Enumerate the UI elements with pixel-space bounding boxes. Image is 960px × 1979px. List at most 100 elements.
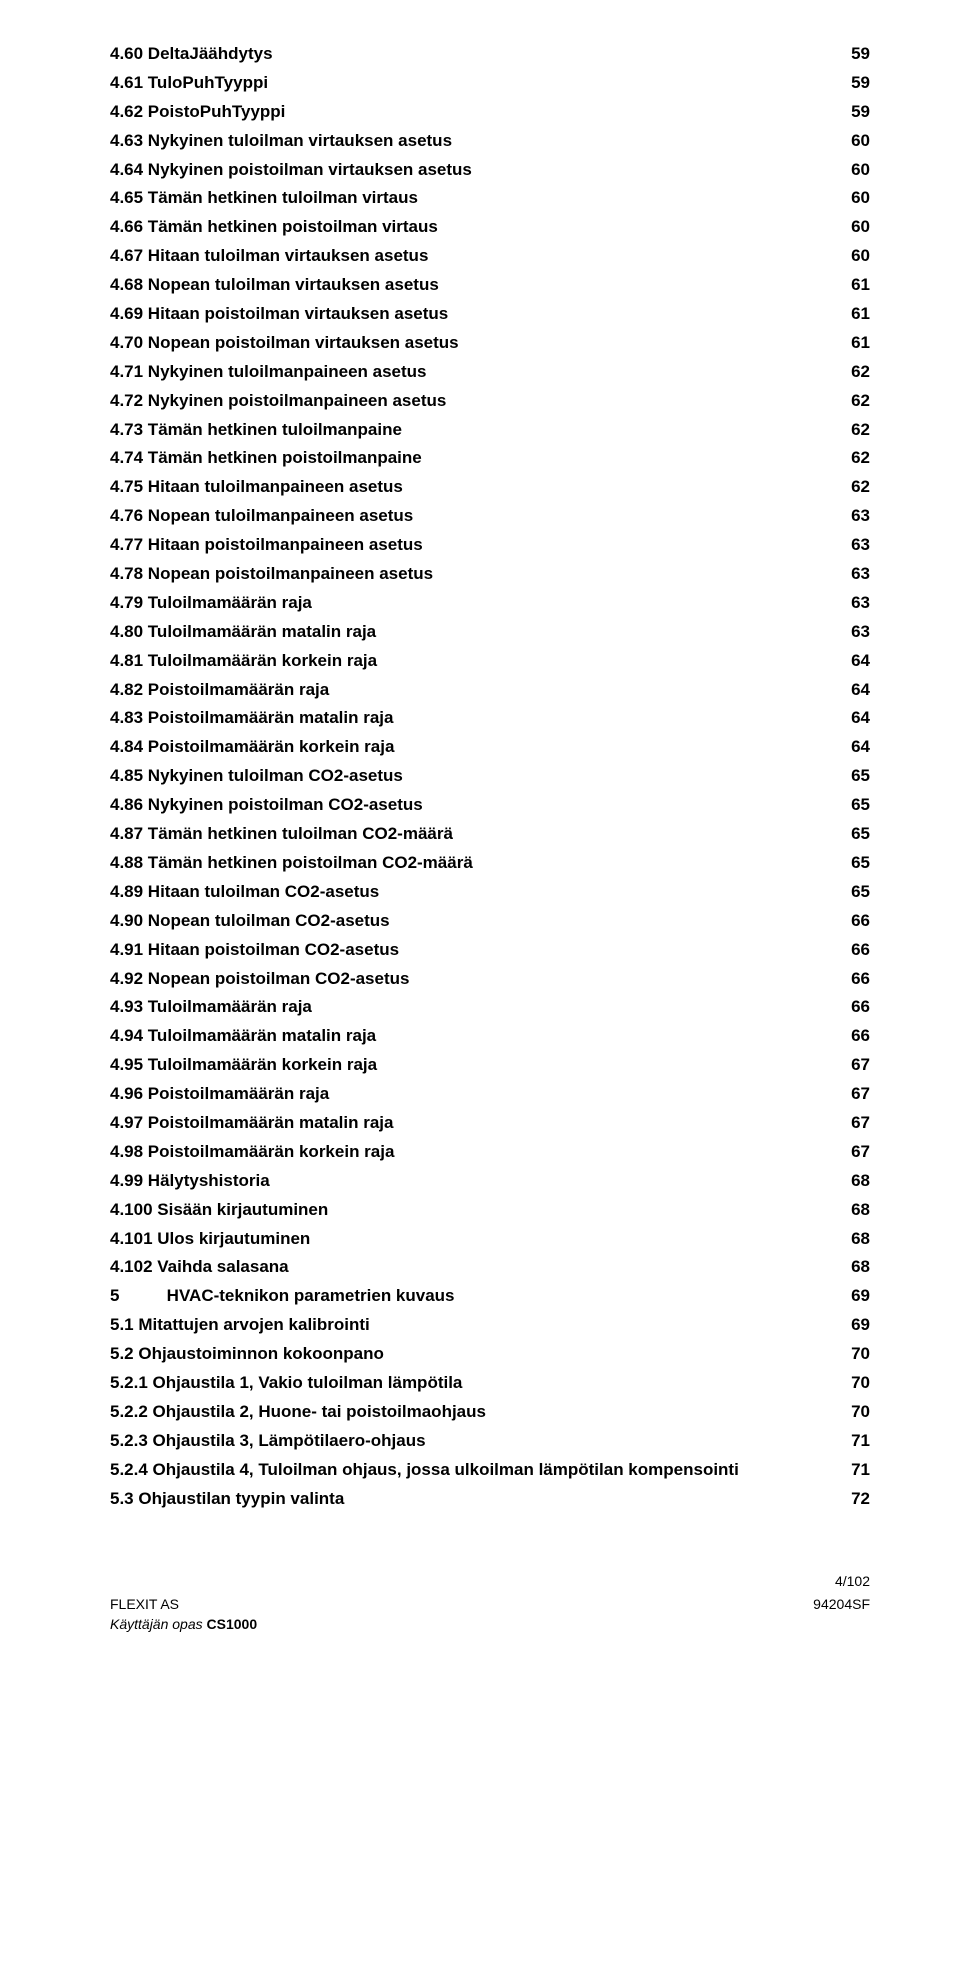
toc-entry-page: 68 [851, 1225, 870, 1254]
toc-entry-page: 64 [851, 647, 870, 676]
toc-entry-page: 65 [851, 791, 870, 820]
toc-entry-page: 60 [851, 242, 870, 271]
toc-entry-page: 72 [851, 1485, 870, 1514]
toc-entry: 4.72 Nykyinen poistoilmanpaineen asetus6… [110, 387, 870, 416]
toc-entry-title: 4.60 DeltaJäähdytys [110, 40, 273, 69]
toc-entry: 4.64 Nykyinen poistoilman virtauksen ase… [110, 156, 870, 185]
toc-entry-title: 4.97 Poistoilmamäärän matalin raja [110, 1109, 393, 1138]
toc-entry-page: 64 [851, 733, 870, 762]
toc-entry: 4.62 PoistoPuhTyyppi 59 [110, 98, 870, 127]
toc-entry-title: 4.95 Tuloilmamäärän korkein raja [110, 1051, 377, 1080]
toc-entry-page: 61 [851, 271, 870, 300]
toc-entry-title: 4.78 Nopean poistoilmanpaineen asetus [110, 560, 433, 589]
toc-entry-title: 4.91 Hitaan poistoilman CO2-asetus [110, 936, 399, 965]
toc-entry-title: 4.63 Nykyinen tuloilman virtauksen asetu… [110, 127, 452, 156]
toc-entry-page: 59 [851, 69, 870, 98]
toc-entry-page: 66 [851, 993, 870, 1022]
toc-entry-title: 4.99 Hälytyshistoria [110, 1167, 270, 1196]
toc-entry-title: 4.82 Poistoilmamäärän raja [110, 676, 329, 705]
toc-entry-title: 4.88 Tämän hetkinen poistoilman CO2-määr… [110, 849, 473, 878]
toc-entry: 4.78 Nopean poistoilmanpaineen asetus63 [110, 560, 870, 589]
toc-entry-page: 60 [851, 213, 870, 242]
toc-entry-page: 63 [851, 589, 870, 618]
toc-entry-title: 4.94 Tuloilmamäärän matalin raja [110, 1022, 376, 1051]
toc-entry-page: 69 [851, 1311, 870, 1340]
toc-entry: 4.90 Nopean tuloilman CO2-asetus66 [110, 907, 870, 936]
toc-entry: 4.94 Tuloilmamäärän matalin raja 66 [110, 1022, 870, 1051]
toc-entry: 4.95 Tuloilmamäärän korkein raja 67 [110, 1051, 870, 1080]
toc-entry-title: 5 HVAC-teknikon parametrien kuvaus [110, 1282, 455, 1311]
toc-entry: 4.88 Tämän hetkinen poistoilman CO2-määr… [110, 849, 870, 878]
toc-entry-title: 4.67 Hitaan tuloilman virtauksen asetus [110, 242, 428, 271]
toc-entry-page: 59 [851, 98, 870, 127]
toc-entry-title: 4.74 Tämän hetkinen poistoilmanpaine [110, 444, 422, 473]
footer-doc-code: 94204SF [813, 1595, 870, 1615]
toc-entry-title: 4.83 Poistoilmamäärän matalin raja [110, 704, 393, 733]
toc-entry: 5.2.1 Ohjaustila 1, Vakio tuloilman lämp… [110, 1369, 870, 1398]
toc-entry-page: 70 [851, 1369, 870, 1398]
toc-entry-page: 66 [851, 936, 870, 965]
toc-entry: 4.77 Hitaan poistoilmanpaineen asetus 63 [110, 531, 870, 560]
table-of-contents: 4.60 DeltaJäähdytys 59 4.61 TuloPuhTyyppi 5… [110, 40, 870, 1513]
page-indicator: 4/102 [110, 1573, 870, 1589]
toc-entry: 4.66 Tämän hetkinen poistoilman virtaus6… [110, 213, 870, 242]
toc-entry-page: 60 [851, 127, 870, 156]
toc-entry-page: 61 [851, 300, 870, 329]
toc-entry-page: 63 [851, 531, 870, 560]
toc-entry-page: 70 [851, 1340, 870, 1369]
toc-entry-page: 66 [851, 907, 870, 936]
toc-entry-title: 4.81 Tuloilmamäärän korkein raja [110, 647, 377, 676]
toc-entry: 4.81 Tuloilmamäärän korkein raja 64 [110, 647, 870, 676]
toc-entry-page: 62 [851, 473, 870, 502]
toc-entry-title: 4.64 Nykyinen poistoilman virtauksen ase… [110, 156, 472, 185]
toc-entry-page: 67 [851, 1051, 870, 1080]
toc-entry-title: 4.70 Nopean poistoilman virtauksen asetu… [110, 329, 459, 358]
toc-entry-title: 4.80 Tuloilmamäärän matalin raja [110, 618, 376, 647]
toc-entry-page: 63 [851, 618, 870, 647]
toc-entry-title: 4.61 TuloPuhTyyppi [110, 69, 268, 98]
toc-entry-page: 62 [851, 416, 870, 445]
toc-entry: 4.102 Vaihda salasana68 [110, 1253, 870, 1282]
toc-entry-title: 4.71 Nykyinen tuloilmanpaineen asetus [110, 358, 427, 387]
toc-entry-title: 4.100 Sisään kirjautuminen [110, 1196, 328, 1225]
toc-entry-page: 65 [851, 820, 870, 849]
toc-entry: 4.99 Hälytyshistoria68 [110, 1167, 870, 1196]
toc-entry-page: 65 [851, 762, 870, 791]
toc-entry: 4.97 Poistoilmamäärän matalin raja67 [110, 1109, 870, 1138]
toc-entry-page: 63 [851, 502, 870, 531]
toc-entry: 5.3 Ohjaustilan tyypin valinta 72 [110, 1485, 870, 1514]
toc-entry-title: 5.2 Ohjaustoiminnon kokoonpano [110, 1340, 384, 1369]
toc-entry: 5.1 Mitattujen arvojen kalibrointi69 [110, 1311, 870, 1340]
toc-entry-title: 4.79 Tuloilmamäärän raja [110, 589, 312, 618]
toc-entry: 4.83 Poistoilmamäärän matalin raja 64 [110, 704, 870, 733]
toc-entry-title: 4.85 Nykyinen tuloilman CO2-asetus [110, 762, 403, 791]
toc-entry-page: 62 [851, 444, 870, 473]
toc-entry: 4.65 Tämän hetkinen tuloilman virtaus60 [110, 184, 870, 213]
toc-entry-title: 4.84 Poistoilmamäärän korkein raja [110, 733, 394, 762]
toc-entry: 4.69 Hitaan poistoilman virtauksen asetu… [110, 300, 870, 329]
toc-entry-title: 4.89 Hitaan tuloilman CO2-asetus [110, 878, 379, 907]
toc-entry-page: 60 [851, 156, 870, 185]
toc-entry-title: 4.77 Hitaan poistoilmanpaineen asetus [110, 531, 423, 560]
toc-entry: 4.76 Nopean tuloilmanpaineen asetus63 [110, 502, 870, 531]
toc-entry: 4.80 Tuloilmamäärän matalin raja 63 [110, 618, 870, 647]
toc-entry: 4.91 Hitaan poistoilman CO2-asetus 66 [110, 936, 870, 965]
toc-entry: 4.60 DeltaJäähdytys 59 [110, 40, 870, 69]
toc-entry: 4.100 Sisään kirjautuminen 68 [110, 1196, 870, 1225]
toc-entry-title: 4.68 Nopean tuloilman virtauksen asetus [110, 271, 439, 300]
toc-entry-title: 5.3 Ohjaustilan tyypin valinta [110, 1485, 344, 1514]
toc-entry: 5.2.2 Ohjaustila 2, Huone- tai poistoilm… [110, 1398, 870, 1427]
toc-entry-page: 61 [851, 329, 870, 358]
footer-doc-line: Käyttäjän opas CS1000 [110, 1615, 257, 1635]
toc-entry-page: 59 [851, 40, 870, 69]
toc-entry-title: 4.62 PoistoPuhTyyppi [110, 98, 285, 127]
toc-entry-page: 64 [851, 704, 870, 733]
toc-entry-page: 66 [851, 1022, 870, 1051]
toc-entry: 4.84 Poistoilmamäärän korkein raja 64 [110, 733, 870, 762]
toc-entry: 4.93 Tuloilmamäärän raja66 [110, 993, 870, 1022]
toc-entry: 4.70 Nopean poistoilman virtauksen asetu… [110, 329, 870, 358]
toc-entry: 4.92 Nopean poistoilman CO2-asetus66 [110, 965, 870, 994]
toc-entry-page: 68 [851, 1196, 870, 1225]
toc-entry: 4.82 Poistoilmamäärän raja64 [110, 676, 870, 705]
toc-entry-page: 62 [851, 358, 870, 387]
